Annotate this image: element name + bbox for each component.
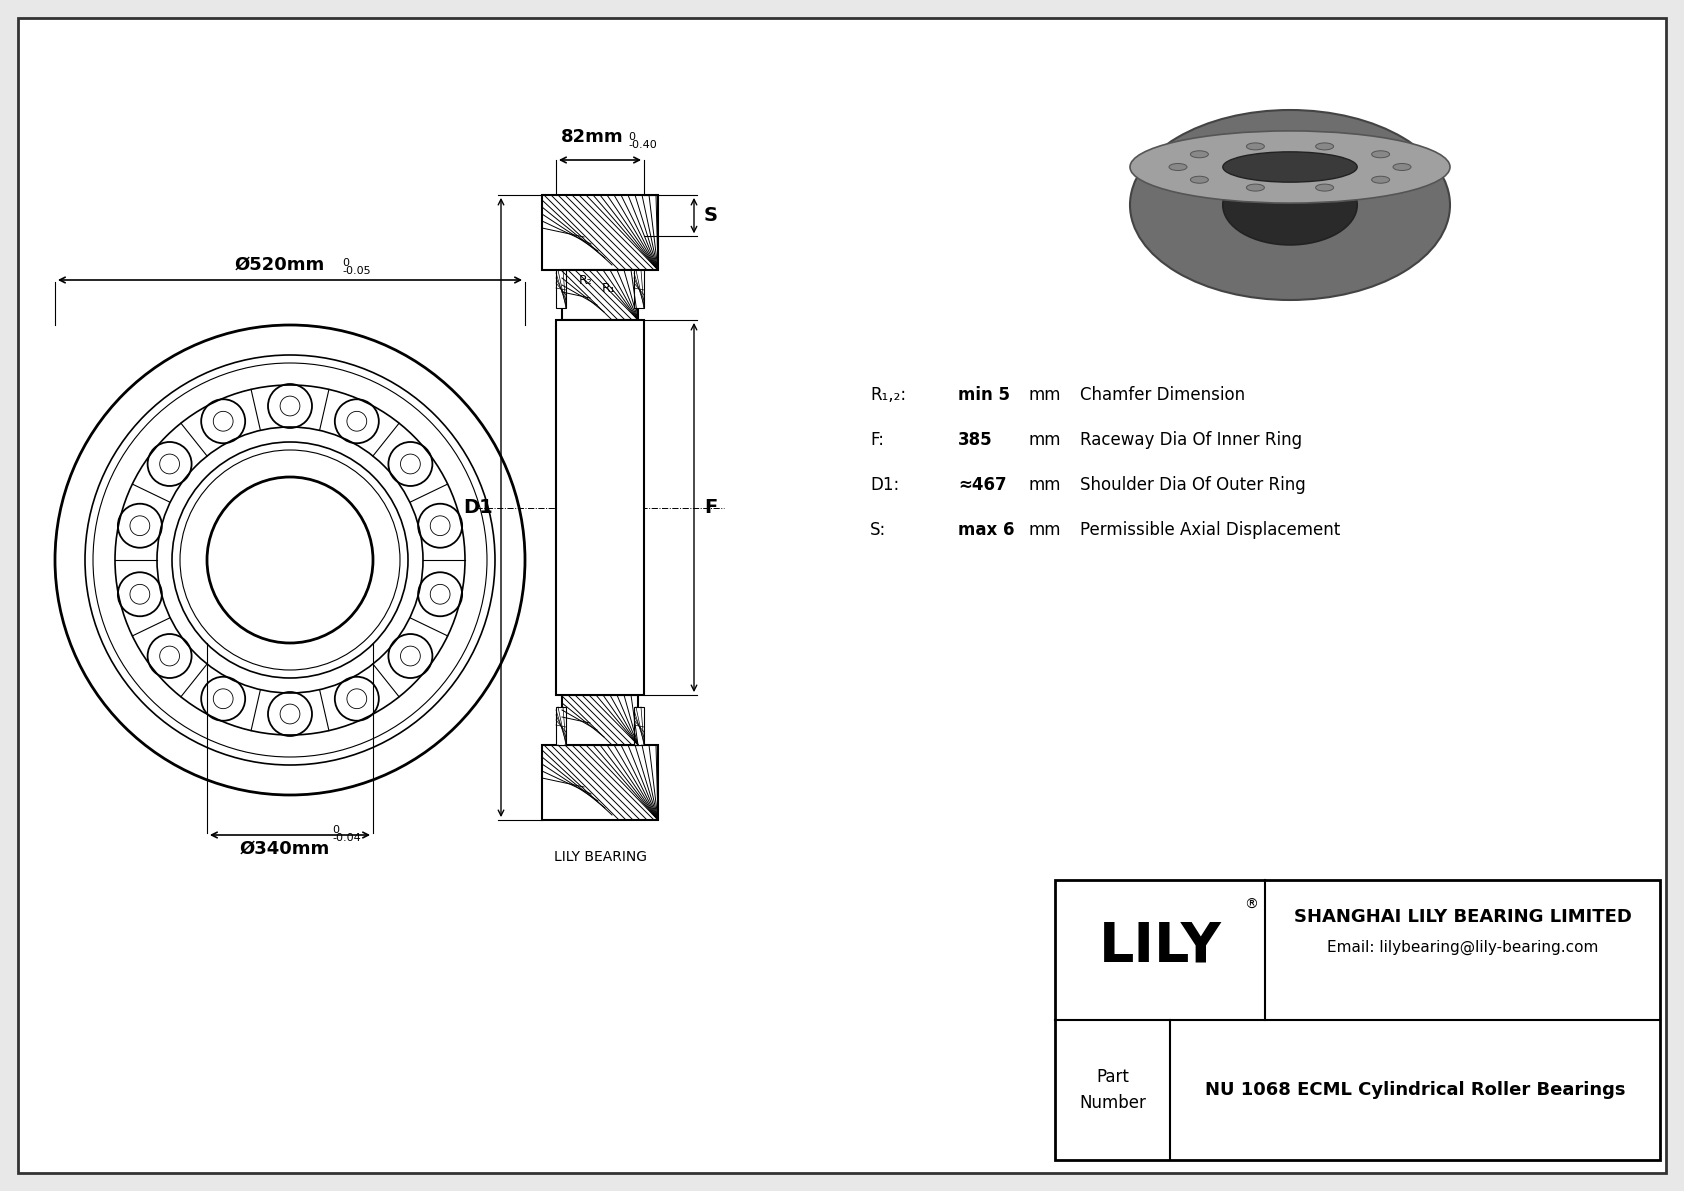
Text: R₁,₂:: R₁,₂: [871, 386, 906, 404]
Ellipse shape [1246, 143, 1265, 150]
Text: D1:: D1: [871, 476, 899, 494]
Bar [556, 320, 643, 696]
Text: S:: S: [871, 520, 886, 540]
Text: Ø340mm: Ø340mm [239, 840, 330, 858]
Text: Email: lilybearing@lily-bearing.com: Email: lilybearing@lily-bearing.com [1327, 940, 1598, 955]
Ellipse shape [1223, 166, 1357, 245]
Text: Raceway Dia Of Inner Ring: Raceway Dia Of Inner Ring [1079, 431, 1302, 449]
Ellipse shape [1169, 163, 1187, 170]
Text: ≈467: ≈467 [958, 476, 1007, 494]
Text: F:: F: [871, 431, 884, 449]
Bar [562, 696, 638, 746]
Ellipse shape [1246, 185, 1265, 191]
Text: mm: mm [1027, 431, 1061, 449]
Text: 0: 0 [332, 825, 338, 835]
Text: SHANGHAI LILY BEARING LIMITED: SHANGHAI LILY BEARING LIMITED [1293, 908, 1632, 925]
Ellipse shape [1371, 176, 1389, 183]
Text: mm: mm [1027, 520, 1061, 540]
Text: D1: D1 [463, 498, 493, 517]
Ellipse shape [1223, 151, 1357, 182]
Bar [562, 270, 638, 320]
Text: 82mm: 82mm [561, 127, 623, 146]
Text: 385: 385 [958, 431, 992, 449]
Ellipse shape [1130, 110, 1450, 300]
Ellipse shape [1371, 151, 1389, 157]
Bar [556, 707, 566, 746]
Text: LILY: LILY [1098, 919, 1221, 973]
Ellipse shape [1393, 163, 1411, 170]
Bar [633, 270, 643, 308]
Text: F: F [704, 498, 717, 517]
Ellipse shape [1191, 151, 1209, 157]
Text: -0.05: -0.05 [342, 266, 370, 276]
Ellipse shape [1130, 131, 1450, 204]
Text: Shoulder Dia Of Outer Ring: Shoulder Dia Of Outer Ring [1079, 476, 1305, 494]
Text: R₂: R₂ [578, 274, 593, 287]
Text: max 6: max 6 [958, 520, 1014, 540]
Text: 0: 0 [342, 258, 349, 268]
Text: 0: 0 [628, 132, 635, 142]
Bar [556, 270, 566, 308]
Text: Part
Number: Part Number [1079, 1068, 1145, 1112]
Bar [542, 195, 658, 270]
Text: S: S [704, 206, 717, 225]
Text: R₁: R₁ [601, 282, 616, 295]
Ellipse shape [1315, 185, 1334, 191]
Text: NU 1068 ECML Cylindrical Roller Bearings: NU 1068 ECML Cylindrical Roller Bearings [1204, 1081, 1625, 1099]
Bar [542, 746, 658, 819]
Text: Ø520mm: Ø520mm [234, 256, 325, 274]
Text: LILY BEARING: LILY BEARING [554, 850, 647, 863]
Text: -0.04: -0.04 [332, 833, 360, 843]
Ellipse shape [1191, 176, 1209, 183]
Text: min 5: min 5 [958, 386, 1010, 404]
Text: mm: mm [1027, 476, 1061, 494]
Bar [1054, 880, 1660, 1160]
Text: ®: ® [1244, 898, 1258, 912]
Ellipse shape [1315, 143, 1334, 150]
Bar [633, 707, 643, 746]
Text: Chamfer Dimension: Chamfer Dimension [1079, 386, 1244, 404]
Text: Permissible Axial Displacement: Permissible Axial Displacement [1079, 520, 1340, 540]
Text: mm: mm [1027, 386, 1061, 404]
Text: -0.40: -0.40 [628, 141, 657, 150]
